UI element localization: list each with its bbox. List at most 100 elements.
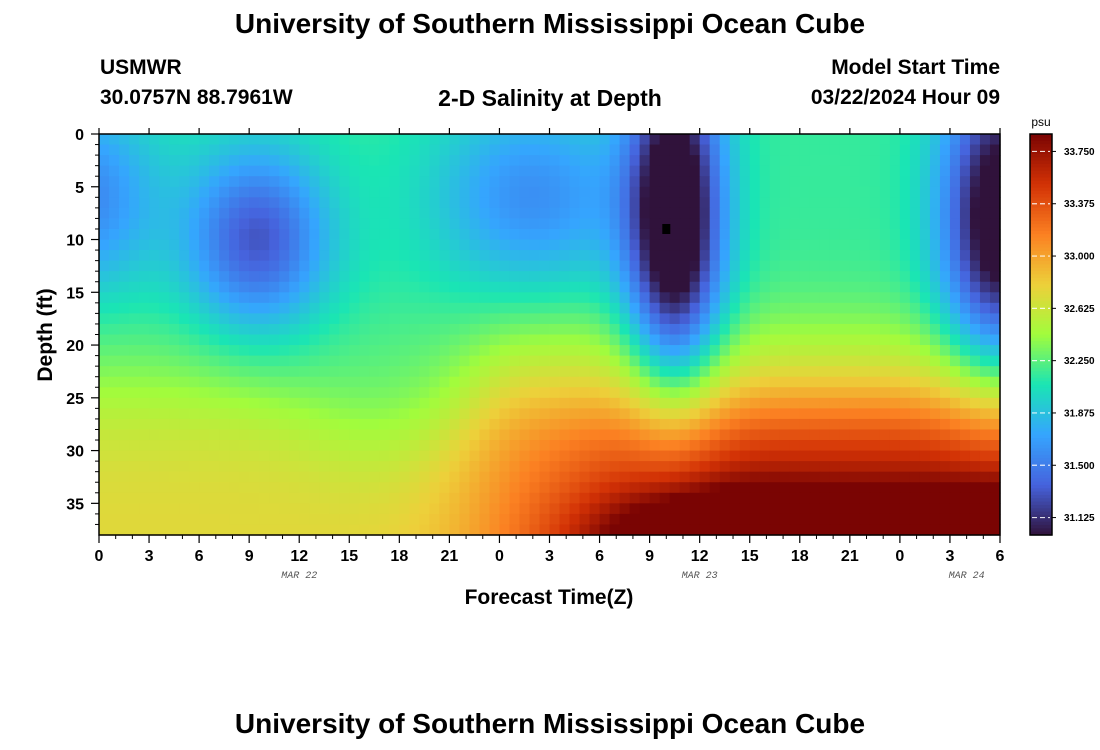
heatmap-cell bbox=[149, 134, 160, 146]
heatmap-cell bbox=[709, 218, 721, 230]
heatmap-cell bbox=[899, 144, 911, 156]
heatmap-cell bbox=[719, 239, 731, 251]
heatmap-cell bbox=[419, 440, 430, 452]
heatmap-cell bbox=[759, 408, 771, 420]
heatmap-cell bbox=[479, 397, 491, 409]
heatmap-cell bbox=[219, 524, 230, 536]
heatmap-cell bbox=[729, 155, 741, 167]
heatmap-cell bbox=[319, 440, 330, 452]
heatmap-cell bbox=[469, 366, 481, 378]
heatmap-cell bbox=[649, 355, 661, 367]
heatmap-cell bbox=[659, 503, 671, 515]
heatmap-cell bbox=[399, 302, 410, 314]
heatmap-cell bbox=[269, 429, 280, 441]
colorbar-segment bbox=[1030, 147, 1052, 152]
heatmap-cell bbox=[609, 366, 621, 378]
heatmap-cell bbox=[719, 366, 731, 378]
heatmap-cell bbox=[549, 345, 561, 357]
heatmap-cell bbox=[629, 207, 641, 220]
heatmap-cell bbox=[899, 302, 911, 314]
heatmap-cell bbox=[99, 397, 110, 409]
heatmap-cell bbox=[749, 524, 761, 536]
heatmap-cell bbox=[409, 408, 420, 420]
heatmap-cell bbox=[289, 186, 300, 198]
heatmap-cell bbox=[389, 176, 400, 188]
y-tick-label: 25 bbox=[66, 391, 84, 408]
colorbar-segment bbox=[1030, 357, 1052, 362]
heatmap-cell bbox=[729, 387, 741, 399]
heatmap-cell bbox=[659, 186, 671, 198]
heatmap-cell bbox=[859, 292, 871, 304]
heatmap-cell bbox=[389, 345, 400, 357]
heatmap-cell bbox=[559, 186, 571, 198]
heatmap-cell bbox=[599, 144, 611, 156]
heatmap-cell bbox=[989, 218, 1001, 230]
heatmap-cell bbox=[439, 334, 450, 346]
heatmap-cell bbox=[109, 197, 120, 209]
heatmap-cell bbox=[989, 250, 1001, 262]
heatmap-cell bbox=[939, 376, 951, 388]
heatmap-cell bbox=[789, 260, 801, 272]
heatmap-cell bbox=[589, 218, 601, 230]
colorbar-segment bbox=[1030, 210, 1052, 215]
heatmap-cell bbox=[699, 281, 711, 293]
heatmap-cell bbox=[309, 366, 320, 378]
heatmap-cell bbox=[479, 376, 491, 388]
heatmap-cell bbox=[489, 482, 501, 494]
heatmap-cell bbox=[259, 355, 270, 367]
heatmap-cell bbox=[179, 323, 190, 336]
y-tick-label: 20 bbox=[66, 338, 84, 355]
heatmap-cell bbox=[959, 355, 971, 367]
heatmap-cell bbox=[749, 218, 761, 230]
heatmap-cell bbox=[979, 503, 991, 515]
heatmap-cell bbox=[869, 250, 881, 262]
heatmap-cell bbox=[899, 197, 911, 209]
heatmap-cell bbox=[699, 471, 711, 483]
heatmap-cell bbox=[709, 461, 721, 473]
heatmap-cell bbox=[829, 323, 841, 336]
heatmap-cell bbox=[839, 440, 851, 452]
heatmap-cell bbox=[119, 418, 130, 431]
heatmap-cell bbox=[589, 197, 601, 209]
heatmap-cell bbox=[899, 323, 911, 336]
heatmap-cell bbox=[849, 513, 861, 526]
heatmap-cell bbox=[129, 482, 140, 494]
heatmap-cell bbox=[249, 366, 260, 378]
heatmap-cell bbox=[669, 334, 681, 346]
heatmap-cell bbox=[839, 155, 851, 167]
heatmap-cell bbox=[459, 450, 471, 462]
heatmap-cell bbox=[919, 144, 931, 156]
heatmap-cell bbox=[729, 186, 741, 198]
heatmap-cell bbox=[729, 376, 741, 388]
heatmap-cell bbox=[379, 197, 390, 209]
heatmap-cell bbox=[369, 260, 380, 272]
heatmap-cell bbox=[159, 471, 170, 483]
heatmap-cell bbox=[579, 218, 591, 230]
heatmap-cell bbox=[269, 197, 280, 209]
heatmap-cell bbox=[459, 397, 471, 409]
heatmap-cell bbox=[589, 239, 601, 251]
heatmap-cell bbox=[899, 271, 911, 283]
heatmap-cell bbox=[659, 144, 671, 156]
heatmap-cell bbox=[149, 397, 160, 409]
colorbar-segment bbox=[1030, 341, 1052, 346]
heatmap-cell bbox=[109, 134, 120, 146]
heatmap-cell bbox=[679, 239, 691, 251]
colorbar-segment bbox=[1030, 240, 1052, 245]
heatmap-cell bbox=[239, 376, 250, 388]
heatmap-cell bbox=[519, 197, 531, 209]
heatmap-cell bbox=[169, 250, 180, 262]
station-marker bbox=[662, 224, 671, 234]
heatmap-cell bbox=[969, 334, 981, 346]
heatmap-cell bbox=[299, 503, 310, 515]
heatmap-cell bbox=[659, 218, 671, 230]
heatmap-cell bbox=[589, 450, 601, 462]
heatmap-cell bbox=[589, 482, 601, 494]
heatmap-cell bbox=[519, 144, 531, 156]
heatmap-cell bbox=[719, 250, 731, 262]
heatmap-cell bbox=[199, 397, 210, 409]
heatmap-cell bbox=[919, 397, 931, 409]
heatmap-cell bbox=[729, 228, 741, 241]
heatmap-cell bbox=[659, 397, 671, 409]
heatmap-cell bbox=[619, 292, 631, 304]
